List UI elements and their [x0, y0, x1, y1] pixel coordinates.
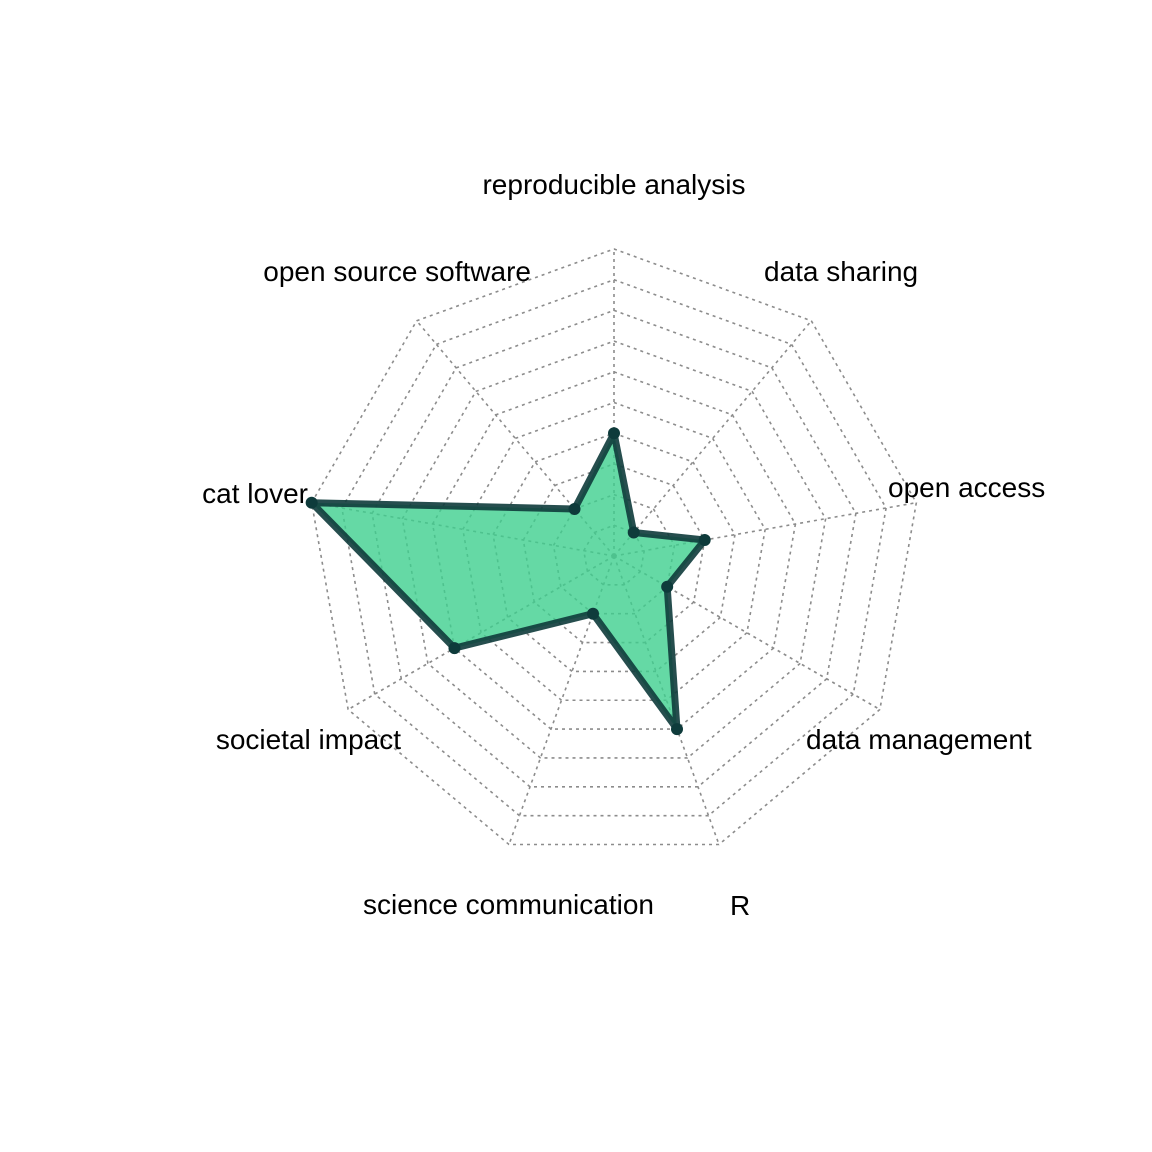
- axis-label-cat-lover: cat lover: [202, 478, 308, 509]
- grid-ring: [310, 248, 918, 846]
- axis-label-open-access: open access: [888, 472, 1045, 503]
- data-point-reproducible-analysis: [608, 427, 620, 440]
- axis-spoke: [613, 320, 812, 557]
- axis-label-open-source-software: open source software: [263, 256, 531, 287]
- axis-label-data-sharing: data sharing: [764, 256, 918, 287]
- grid-ring: [431, 370, 797, 730]
- axis-label-science-communication: science communication: [363, 889, 654, 920]
- data-point-science-communication: [587, 607, 599, 620]
- series-area: [308, 429, 709, 733]
- grid-ring: [371, 309, 857, 788]
- axis-labels: reproducible analysis data sharing open …: [202, 169, 1045, 921]
- axis-label-societal-impact: societal impact: [216, 724, 401, 755]
- data-point-open-source-software: [568, 502, 581, 515]
- data-point-societal-impact: [448, 642, 461, 655]
- data-point-open-access: [698, 534, 711, 547]
- data-layer: [305, 427, 711, 736]
- data-point-data-management: [661, 580, 674, 593]
- data-point-cat-lover: [305, 496, 318, 509]
- axis-label-reproducible-analysis: reproducible analysis: [482, 169, 745, 200]
- data-point-r: [671, 723, 683, 736]
- axis-label-r: R: [730, 890, 750, 921]
- axis-label-data-management: data management: [806, 724, 1032, 755]
- data-point-data-sharing: [627, 526, 640, 539]
